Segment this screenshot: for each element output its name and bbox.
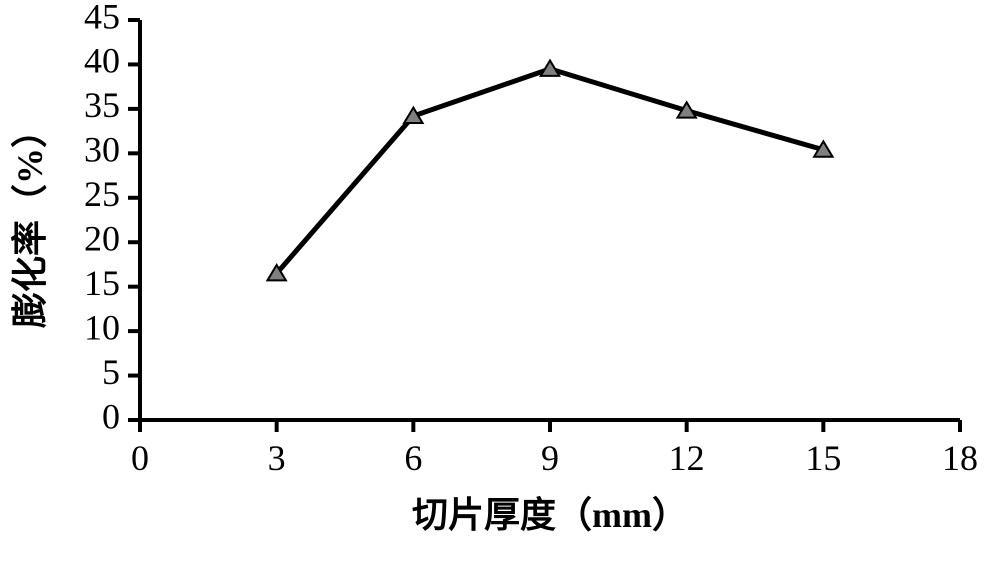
y-tick-label: 0: [102, 396, 120, 436]
x-tick-label: 15: [805, 438, 841, 478]
y-tick-label: 40: [84, 41, 120, 81]
y-axis-title: 膨化率（%）: [10, 112, 50, 328]
x-tick-label: 18: [942, 438, 978, 478]
data-marker: [541, 60, 559, 75]
x-tick-label: 0: [131, 438, 149, 478]
y-tick-label: 25: [84, 174, 120, 214]
x-tick-label: 6: [404, 438, 422, 478]
y-tick-label: 10: [84, 307, 120, 347]
x-tick-label: 12: [669, 438, 705, 478]
y-tick-label: 35: [84, 85, 120, 125]
line-chart: 0510152025303540450369121518切片厚度（mm）膨化率（…: [0, 0, 1000, 562]
y-tick-label: 30: [84, 130, 120, 170]
y-tick-label: 15: [84, 263, 120, 303]
y-tick-label: 45: [84, 0, 120, 36]
y-tick-label: 20: [84, 218, 120, 258]
x-tick-label: 3: [268, 438, 286, 478]
data-line: [277, 69, 824, 273]
y-tick-label: 5: [102, 352, 120, 392]
x-tick-label: 9: [541, 438, 559, 478]
x-axis-title: 切片厚度（mm）: [412, 495, 688, 535]
chart-container: 0510152025303540450369121518切片厚度（mm）膨化率（…: [0, 0, 1000, 562]
